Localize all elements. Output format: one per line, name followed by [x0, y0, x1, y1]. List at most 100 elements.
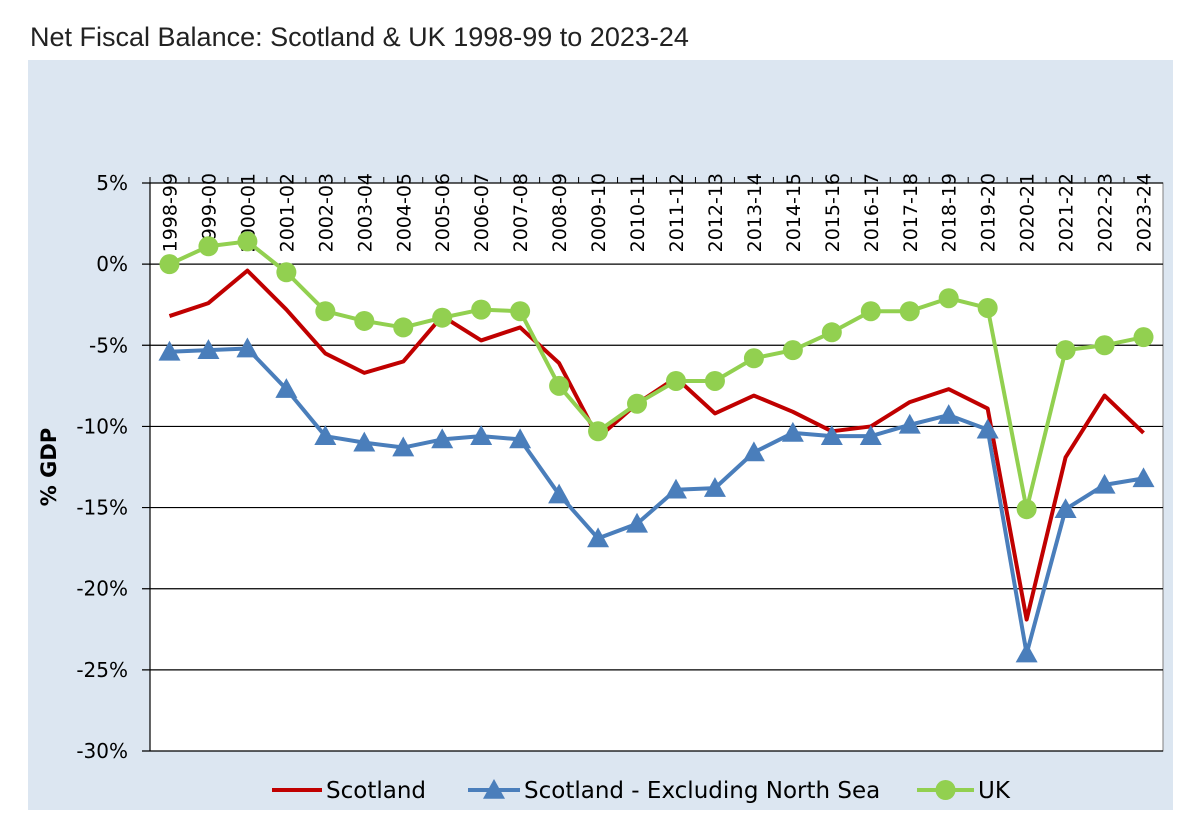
legend-label: Scotland - Excluding North Sea	[524, 778, 880, 804]
y-tick-label: -20%	[76, 577, 128, 601]
data-point-uk	[899, 301, 920, 322]
data-point-uk	[665, 370, 686, 391]
data-point-uk	[354, 310, 375, 331]
data-point-uk	[704, 370, 725, 391]
data-point-scotland-excluding-north-sea	[703, 477, 726, 497]
data-point-uk	[1133, 327, 1154, 348]
x-tick-label: 2001-02	[276, 173, 298, 252]
data-point-scotland-excluding-north-sea	[859, 425, 882, 445]
x-tick-label: 2002-03	[315, 173, 337, 252]
data-point-uk	[276, 262, 297, 283]
data-point-uk	[821, 322, 842, 343]
data-point-scotland-excluding-north-sea	[976, 418, 999, 439]
data-point-scotland-excluding-north-sea	[1015, 642, 1038, 663]
y-tick-label: -25%	[76, 658, 128, 682]
series-scotland-excluding-north-sea	[158, 337, 1155, 663]
x-tick-label: 2009-10	[588, 173, 610, 252]
x-tick-label: 1998-99	[159, 173, 181, 252]
data-point-scotland-excluding-north-sea	[1132, 467, 1155, 488]
data-point-scotland-excluding-north-sea	[314, 425, 337, 445]
legend-item-uk: UK	[917, 778, 1011, 804]
y-tick-label: -30%	[76, 739, 128, 763]
data-point-uk	[471, 299, 492, 320]
chart-title: Net Fiscal Balance: Scotland & UK 1998-9…	[30, 22, 689, 52]
data-point-uk	[432, 307, 453, 328]
data-point-uk	[159, 254, 180, 275]
y-tick-label: -10%	[76, 414, 128, 438]
data-point-scotland-excluding-north-sea	[431, 428, 454, 449]
data-point-scotland-excluding-north-sea	[1093, 473, 1116, 494]
y-tick-label: 5%	[96, 171, 128, 195]
y-tick-label: -5%	[89, 333, 128, 357]
data-point-uk	[782, 340, 803, 361]
x-tick-label: 2013-14	[744, 173, 766, 252]
plot-area	[149, 182, 1164, 752]
data-point-scotland-excluding-north-sea	[742, 441, 765, 462]
x-tick-label: 2017-18	[900, 173, 922, 252]
data-point-scotland-excluding-north-sea	[820, 425, 843, 445]
x-tick-label: 2021-22	[1056, 173, 1078, 252]
data-point-scotland-excluding-north-sea	[1054, 498, 1077, 518]
x-tick-label: 2015-16	[822, 173, 844, 252]
series-lines	[158, 231, 1155, 663]
x-tick-label: 2003-04	[354, 173, 376, 252]
data-point-scotland-excluding-north-sea	[275, 378, 298, 398]
data-point-uk	[860, 301, 881, 322]
data-point-scotland-excluding-north-sea	[470, 425, 493, 445]
series-uk	[159, 231, 1154, 520]
x-tick-label: 2020-21	[1017, 173, 1039, 252]
y-tick-label: 0%	[96, 252, 128, 276]
data-point-scotland-excluding-north-sea	[353, 431, 376, 452]
x-tick-label: 2005-06	[432, 173, 454, 252]
y-axis-ticks: 5% 0% -5% -10% -15% -20% -25% -30%	[76, 171, 128, 763]
data-point-uk	[198, 236, 219, 257]
data-point-scotland-excluding-north-sea	[587, 527, 610, 548]
x-tick-label: 1999-00	[198, 173, 220, 252]
data-point-uk	[393, 317, 414, 338]
data-point-uk	[315, 301, 336, 322]
legend-marker	[483, 779, 505, 799]
data-point-scotland-excluding-north-sea	[158, 340, 181, 361]
x-tick-label: 2023-24	[1134, 173, 1156, 252]
x-tick-label: 2022-23	[1095, 173, 1117, 252]
legend-label: UK	[978, 778, 1011, 804]
x-tick-label: 2008-09	[549, 173, 571, 252]
x-tick-label: 2016-17	[861, 173, 883, 252]
x-tick-label: 2010-11	[627, 173, 649, 252]
legend-marker	[935, 780, 956, 800]
y-tick-label: -15%	[76, 496, 128, 520]
data-point-scotland-excluding-north-sea	[548, 483, 571, 504]
x-tick-label: 2004-05	[393, 173, 415, 252]
data-point-uk	[1094, 335, 1115, 356]
data-point-uk	[1055, 340, 1076, 361]
data-point-uk	[237, 231, 258, 252]
x-tick-label: 2011-12	[666, 173, 688, 252]
data-point-scotland-excluding-north-sea	[197, 339, 220, 359]
legend-item-scotland-excluding-north-sea: Scotland - Excluding North Sea	[468, 778, 880, 804]
legend: Scotland Scotland - Excluding North Sea UK	[272, 778, 1011, 804]
data-point-uk	[977, 297, 998, 318]
data-point-scotland-excluding-north-sea	[392, 436, 415, 457]
x-tick-label: 2019-20	[978, 173, 1000, 252]
legend-item-scotland: Scotland	[272, 778, 426, 804]
x-tick-label: 2014-15	[783, 173, 805, 252]
data-point-scotland-excluding-north-sea	[236, 337, 259, 358]
data-point-uk	[627, 393, 648, 414]
data-point-uk	[1016, 499, 1037, 520]
data-point-scotland-excluding-north-sea	[781, 421, 804, 442]
data-point-uk	[588, 421, 609, 442]
x-tick-label: 2007-08	[510, 173, 532, 252]
data-point-uk	[510, 301, 531, 322]
x-axis-ticks: 1998-99 1999-00 2000-01 2001-02 2002-03 2003-…	[149, 173, 1156, 252]
x-tick-label: 2006-07	[471, 173, 493, 252]
y-axis-label: % GDP	[37, 428, 61, 506]
data-point-scotland-excluding-north-sea	[509, 428, 532, 449]
legend-label: Scotland	[326, 778, 426, 804]
data-point-scotland-excluding-north-sea	[898, 413, 921, 434]
data-point-uk	[743, 348, 764, 369]
data-point-scotland-excluding-north-sea	[664, 478, 687, 499]
x-tick-label: 2018-19	[939, 173, 961, 252]
data-point-uk	[549, 375, 570, 396]
data-point-scotland-excluding-north-sea	[937, 404, 960, 424]
